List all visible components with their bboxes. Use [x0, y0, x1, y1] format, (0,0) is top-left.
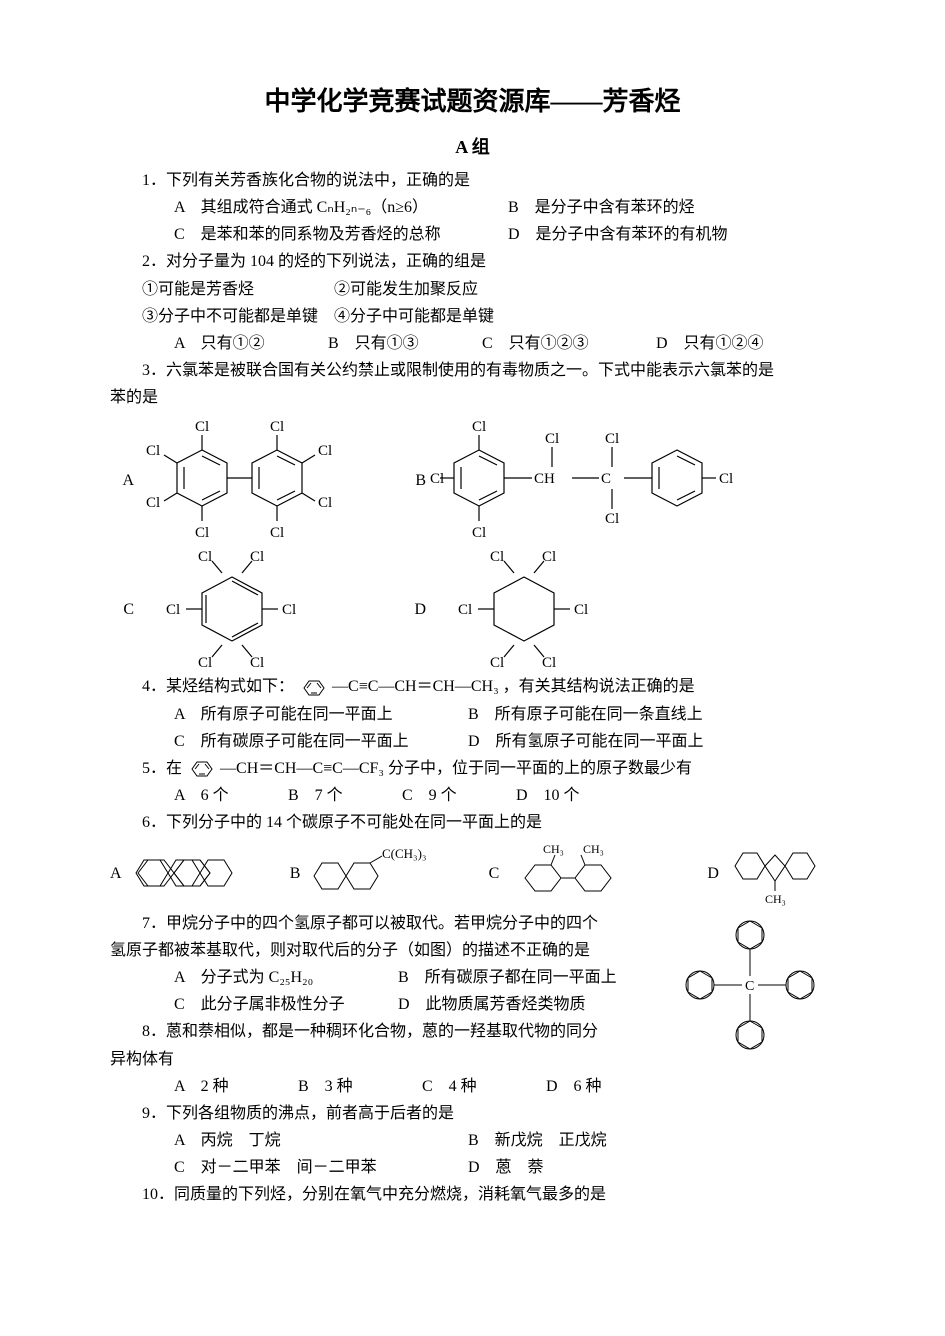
svg-text:Cl: Cl [166, 602, 180, 618]
benzene-icon [298, 678, 328, 698]
svg-text:Cl: Cl [605, 431, 619, 447]
dimethylbiphenyl-icon: CH₃ CH₃ [505, 843, 655, 903]
q3-structure-d: Cl Cl Cl Cl Cl Cl [434, 549, 644, 669]
svg-text:Cl: Cl [250, 549, 264, 565]
svg-text:Cl: Cl [195, 419, 209, 435]
q7-opts-1: A 分子式为 C₂₅H₂₀ B 所有碳原子都在同一平面上 [110, 964, 675, 991]
q9-stem: 9．下列各组物质的沸点，前者高于后者的是 [110, 1100, 835, 1127]
q7-block: 7．甲烷分子中的四个氢原子都可以被取代。若甲烷分子中的四个 氢原子都被苯基取代，… [110, 910, 835, 1073]
q3-structure-c: Cl Cl Cl Cl Cl Cl [142, 549, 352, 669]
svg-text:C(CH₃)₃: C(CH₃)₃ [382, 846, 426, 861]
q6-opt-b-label: B [290, 860, 301, 887]
q5-stem: 5．在 —CH＝CH—C≡C—CF₃ 分子中，位于同一平面的上的原子数最少有 [110, 755, 835, 782]
tetraphenylmethane-icon: C [675, 910, 825, 1060]
svg-text:Cl: Cl [574, 602, 588, 618]
naphthalene-tbutyl-icon: C(CH₃)₃ [306, 846, 436, 901]
q1-opts-1: A 其组成符合通式 CₙH₂ₙ₋₆（n≥6） B 是分子中含有苯环的烃 [110, 194, 835, 221]
svg-text:C: C [745, 979, 754, 994]
group-label: A 组 [110, 132, 835, 163]
svg-text:Cl: Cl [458, 602, 472, 618]
q5-opts: A 6 个 B 7 个 C 9 个 D 10 个 [110, 782, 835, 809]
svg-text:CH₃: CH₃ [583, 842, 604, 856]
svg-text:Cl: Cl [198, 655, 212, 671]
svg-text:Cl: Cl [270, 419, 284, 435]
q3-opt-d-label: D [402, 596, 434, 623]
q2-line2: ③分子中不可能都是单键 ④分子中可能都是单键 [110, 303, 835, 330]
q7-line1: 7．甲烷分子中的四个氢原子都可以被取代。若甲烷分子中的四个 [110, 910, 675, 937]
svg-text:Cl: Cl [545, 431, 559, 447]
q6-stem: 6．下列分子中的 14 个碳原子不可能处在同一平面上的是 [110, 809, 835, 836]
q1-stem: 1．下列有关芳香族化合物的说法中，正确的是 [110, 167, 835, 194]
svg-text:Cl: Cl [542, 549, 556, 565]
q2-opts: A 只有①② B 只有①③ C 只有①②③ D 只有①②④ [110, 330, 835, 357]
svg-text:Cl: Cl [282, 602, 296, 618]
q8-opts: A 2 种 B 3 种 C 4 种 D 6 种 [110, 1073, 835, 1100]
svg-text:Cl: Cl [472, 419, 486, 435]
svg-text:Cl: Cl [146, 495, 160, 511]
svg-text:Cl: Cl [542, 655, 556, 671]
q3-opt-a-label: A [110, 467, 142, 494]
svg-text:C: C [601, 471, 611, 487]
svg-text:Cl: Cl [490, 655, 504, 671]
q3-structure-b: ClCl Cl CHC ClClCl Cl [434, 415, 764, 545]
q4-opts-2: C 所有碳原子可能在同一平面上 D 所有氢原子可能在同一平面上 [110, 728, 835, 755]
q8-line2: 异构体有 [110, 1046, 675, 1073]
q4-stem: 4．某烃结构式如下： —C≡C—CH＝CH—CH₃ ，有关其结构说法正确的是 [110, 673, 835, 700]
q9-opts-1: A 丙烷 丁烷 B 新戊烷 正戊烷 [110, 1127, 835, 1154]
q9-opts-2: C 对－二甲苯 间－二甲苯 D 蒽 萘 [110, 1154, 835, 1181]
q8-line1: 8．蒽和萘相似，都是一种稠环化合物，蒽的一羟基取代物的同分 [110, 1018, 675, 1045]
svg-text:Cl: Cl [318, 495, 332, 511]
svg-text:Cl: Cl [605, 511, 619, 527]
q3-row1: A Cl Cl Cl Cl Cl Cl Cl Cl [110, 415, 835, 545]
anthracene-icon [128, 848, 238, 898]
fluorene-methyl-icon: CH₃ [725, 841, 835, 906]
q3-continue: 苯的是 [110, 384, 835, 411]
svg-text:Cl: Cl [250, 655, 264, 671]
svg-text:Cl: Cl [318, 443, 332, 459]
q1-opts-2: C 是苯和苯的同系物及芳香烃的总称 D 是分子中含有苯环的有机物 [110, 221, 835, 248]
q2-stem: 2．对分子量为 104 的烃的下列说法，正确的组是 [110, 248, 835, 275]
q7-opts-2: C 此分子属非极性分子 D 此物质属芳香烃类物质 [110, 991, 675, 1018]
svg-text:Cl: Cl [472, 525, 486, 541]
q4-opts-1: A 所有原子可能在同一平面上 B 所有原子可能在同一条直线上 [110, 701, 835, 728]
q2-line1: ①可能是芳香烃 ②可能发生加聚反应 [110, 276, 835, 303]
q6-opts: A B [110, 841, 835, 906]
q6-opt-d-label: D [707, 860, 719, 887]
svg-text:Cl: Cl [430, 471, 444, 487]
svg-text:Cl: Cl [270, 525, 284, 541]
page-title: 中学化学竞赛试题资源库——芳香烃 [110, 80, 835, 124]
q6-opt-c-label: C [489, 860, 500, 887]
q6-opt-a-label: A [110, 860, 122, 887]
q3-stem: 3．六氯苯是被联合国有关公约禁止或限制使用的有毒物质之一。下式中能表示六氯苯的是 [110, 357, 835, 384]
svg-text:Cl: Cl [198, 549, 212, 565]
svg-text:CH₃: CH₃ [765, 892, 786, 906]
svg-text:Cl: Cl [146, 443, 160, 459]
q3-opt-c-label: C [110, 596, 142, 623]
svg-text:CH: CH [534, 471, 555, 487]
svg-text:Cl: Cl [490, 549, 504, 565]
svg-text:CH₃: CH₃ [543, 842, 564, 856]
svg-text:Cl: Cl [719, 471, 733, 487]
q7-line2: 氢原子都被苯基取代，则对取代后的分子（如图）的描述不正确的是 [110, 937, 675, 964]
benzene-icon [186, 759, 216, 779]
q10-stem: 10．同质量的下列烃，分别在氧气中充分燃烧，消耗氧气最多的是 [110, 1181, 835, 1208]
q3-row2: C Cl Cl Cl Cl Cl Cl D Cl Cl Cl Cl Cl Cl [110, 549, 835, 669]
q3-structure-a: Cl Cl Cl Cl Cl Cl Cl Cl [142, 415, 382, 545]
svg-text:Cl: Cl [195, 525, 209, 541]
